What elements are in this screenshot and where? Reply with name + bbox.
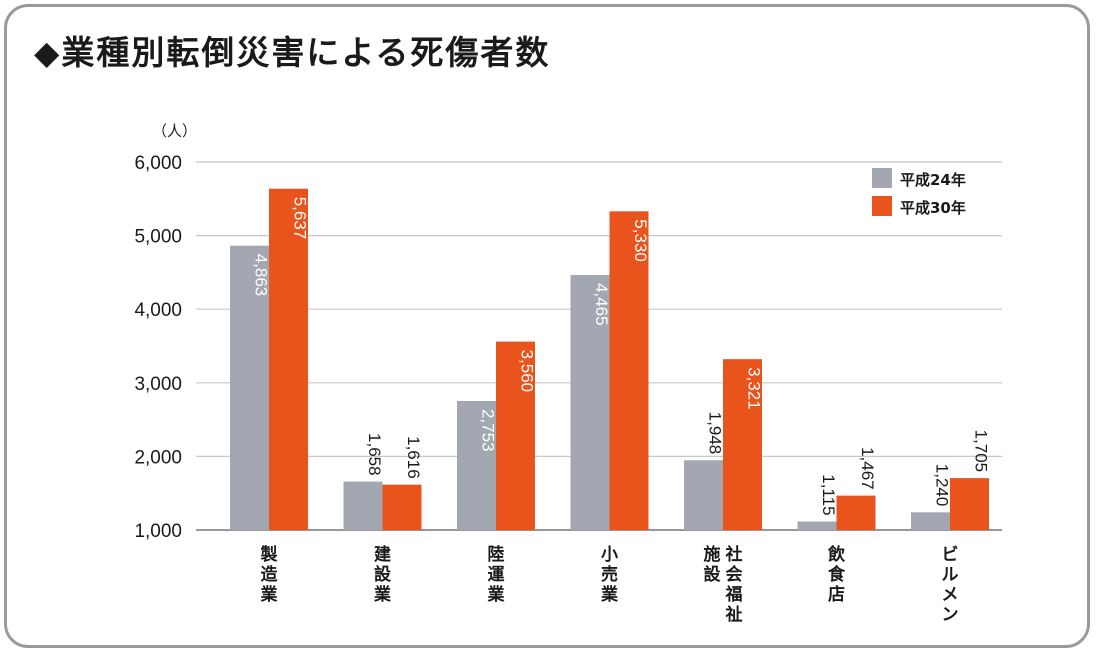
x-tick-label: 店 (828, 584, 845, 605)
x-tick-label: 製 (260, 544, 278, 565)
data-label: 4,465 (592, 283, 611, 326)
x-tick-label: 設 (374, 564, 392, 585)
data-label: 5,637 (291, 197, 310, 240)
legend-swatch-heisei30 (872, 196, 892, 216)
bar-heisei30 (609, 211, 649, 530)
x-tick-label: 会 (726, 564, 743, 585)
data-label: 1,240 (933, 464, 952, 507)
data-label: 1,616 (404, 436, 423, 479)
y-axis-unit: （人） (152, 122, 198, 140)
chart-title: ◆業種別転倒災害による死傷者数 (34, 33, 551, 72)
y-tick-label: 6,000 (134, 153, 182, 174)
chart-frame (4, 4, 1090, 648)
x-tick-label: 施 (704, 544, 721, 565)
bar-heisei24 (230, 245, 269, 530)
x-tick-label: 設 (704, 564, 722, 585)
legend-label: 平成30年 (900, 199, 966, 217)
x-tick-label: 食 (828, 564, 846, 585)
y-tick-label: 3,000 (134, 374, 182, 395)
data-label: 1,948 (706, 412, 725, 455)
y-tick-label: 5,000 (134, 227, 182, 248)
x-tick-label: 業 (261, 584, 278, 605)
bar-heisei24 (343, 481, 383, 530)
data-label: 4,863 (252, 254, 271, 297)
x-tick-label: ビ (942, 545, 959, 565)
x-tick-label: 建 (374, 544, 391, 565)
x-tick-label: 社 (725, 544, 743, 565)
y-tick-label: 4,000 (134, 300, 182, 321)
x-tick-label: 福 (725, 584, 743, 605)
data-label: 2,753 (479, 409, 498, 452)
bar-heisei24 (911, 512, 950, 530)
data-label: 5,330 (631, 219, 650, 262)
data-label: 1,705 (972, 430, 991, 473)
x-tick-label: 業 (488, 584, 505, 605)
x-tick-label: 業 (374, 584, 391, 605)
x-tick-label: 造 (261, 565, 279, 585)
x-tick-label: 運 (488, 565, 505, 585)
legend-swatch-heisei24 (872, 168, 892, 188)
data-label: 1,467 (858, 447, 877, 490)
bar-heisei30 (382, 484, 422, 530)
x-tick-label: 業 (601, 584, 618, 605)
bar-heisei24 (797, 521, 837, 530)
data-label: 1,115 (819, 474, 838, 515)
x-tick-label: 祉 (725, 605, 743, 625)
x-tick-label: ン (942, 605, 959, 625)
x-tick-label: メ (942, 585, 959, 605)
y-tick-label: 2,000 (134, 447, 182, 468)
bar-heisei30 (269, 188, 308, 530)
x-tick-label: ル (942, 565, 959, 585)
bar-heisei24 (570, 274, 610, 530)
bar-heisei24 (457, 400, 496, 530)
x-tick-label: 小 (601, 545, 618, 565)
bar-heisei30 (496, 341, 535, 530)
x-tick-label: 飲 (827, 544, 846, 565)
bar-heisei30 (836, 495, 876, 530)
legend-label: 平成24年 (900, 171, 966, 189)
data-label: 3,321 (745, 367, 764, 410)
x-tick-label: 陸 (488, 544, 505, 565)
x-tick-label: 売 (601, 564, 618, 585)
bar-heisei30 (723, 359, 762, 530)
bar-heisei30 (950, 478, 989, 530)
bar-heisei24 (684, 460, 723, 530)
data-label: 1,658 (365, 433, 384, 476)
y-tick-label: 1,000 (134, 521, 182, 542)
data-label: 3,560 (518, 350, 537, 393)
